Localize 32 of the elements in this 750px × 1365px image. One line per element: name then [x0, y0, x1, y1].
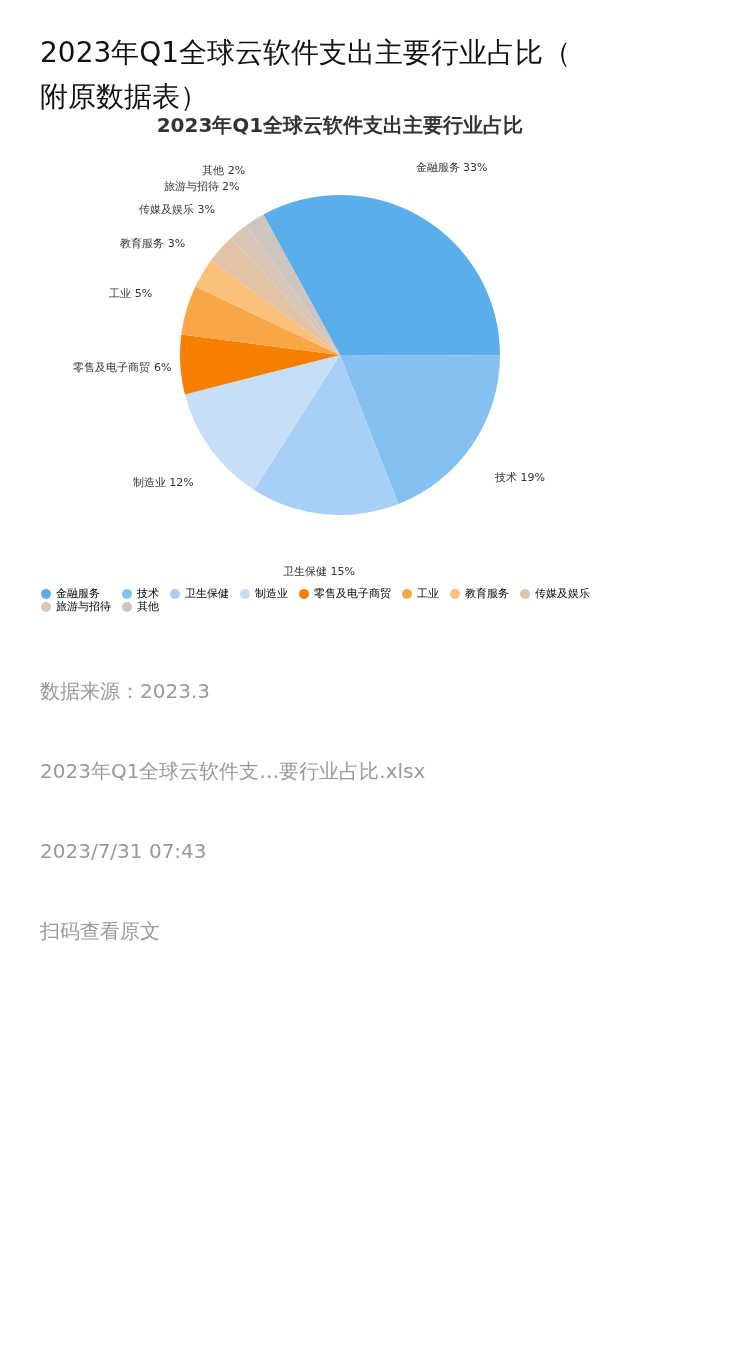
legend-label: 卫生保健 [185, 587, 229, 600]
text: 扫码查看原文 [39, 919, 160, 943]
category-label: 零售及电子商贸 6% [73, 361, 172, 375]
category-label: 工业 5% [109, 286, 153, 300]
chart-title: 2023年Q1全球云软件支出主要行业占比（附原数据表） [40, 36, 572, 113]
legend-label: 传媒及娱乐 [535, 587, 590, 600]
category-label: 金融服务 33% [415, 160, 488, 174]
pie-slice [180, 334, 340, 395]
category-label: 传媒及娱乐 3% [138, 203, 215, 217]
category-label: 制造业 12% [132, 475, 194, 489]
legend-label: 工业 [417, 587, 439, 600]
chart-subtitle: 2023年Q1全球云软件支出主要行业占比 [156, 113, 524, 137]
text: 2023/7/31 07:43 [40, 839, 207, 863]
pie-slice [181, 286, 340, 355]
category-label: 技术 19% [495, 471, 545, 485]
category-label: 其他 2% [202, 163, 246, 177]
pie-slice [195, 260, 340, 355]
text: 2023年Q1全球云软件支…要行业占比.xlsx [40, 759, 426, 783]
legend-label: 其他 [137, 600, 159, 613]
legend-label: 金融服务 [56, 587, 100, 600]
pie-slice [263, 195, 500, 356]
category-label: 教育服务 3% [120, 236, 186, 250]
category-label: 卫生保健 15% [282, 564, 355, 578]
pie-slice [210, 238, 340, 355]
legend-label: 教育服务 [465, 587, 509, 600]
legend-label: 旅游与招待 [56, 600, 111, 613]
category-label: 旅游与招待 2% [163, 179, 240, 193]
pie-slice [253, 355, 399, 515]
legend-label: 制造业 [255, 587, 288, 600]
legend-label: 零售及电子商贸 [314, 587, 391, 600]
legend-label: 技术 [136, 587, 159, 600]
source-note: 数据来源：2023.3 [40, 679, 210, 703]
